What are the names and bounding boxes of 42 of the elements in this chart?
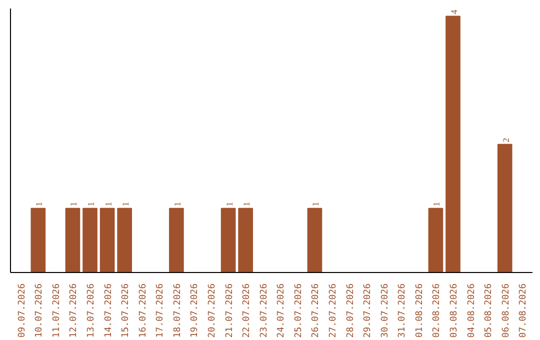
- x-tick-label: 20.07.2026: [208, 283, 218, 338]
- x-tick-label: 15.07.2026: [121, 283, 132, 338]
- x-tick-label: 11.07.2026: [52, 283, 62, 338]
- data-label: 1: [242, 202, 252, 206]
- x-tick-label: 18.07.2026: [172, 283, 183, 338]
- data-label: 2: [500, 138, 511, 142]
- x-tick-label: 14.07.2026: [104, 283, 114, 338]
- x-tick-label: 13.07.2026: [86, 283, 97, 338]
- data-label: 1: [120, 202, 131, 206]
- data-label: 1: [103, 202, 114, 206]
- data-label: 1: [86, 202, 96, 206]
- x-tick-label: 27.07.2026: [328, 283, 338, 338]
- x-tick-label: 17.07.2026: [156, 283, 166, 338]
- x-tick-label: 04.08.2026: [466, 283, 477, 338]
- x-tick-label: 28.07.2026: [346, 283, 356, 338]
- x-tick-label: 02.08.2026: [432, 283, 442, 338]
- x-tick-label: 24.07.2026: [276, 283, 287, 338]
- data-label: 1: [34, 202, 44, 206]
- x-tick-label: 01.08.2026: [414, 283, 425, 338]
- x-tick-label: 19.07.2026: [190, 283, 200, 338]
- data-label: 1: [224, 202, 234, 206]
- x-tick-label: 22.07.2026: [242, 283, 252, 338]
- x-tick-label: 10.07.2026: [34, 283, 45, 338]
- x-tick-label: 03.08.2026: [449, 283, 460, 338]
- data-label: 1: [432, 202, 442, 206]
- x-tick-label: 12.07.2026: [69, 283, 80, 338]
- x-tick-label: 05.08.2026: [484, 283, 494, 338]
- x-tick-label: 06.08.2026: [501, 283, 512, 338]
- x-tick-label: 30.07.2026: [380, 283, 390, 338]
- x-tick-label: 29.07.2026: [363, 283, 374, 338]
- x-tick-label: 23.07.2026: [259, 283, 270, 338]
- x-tick-label: 09.07.2026: [17, 283, 28, 338]
- x-tick-label: 26.07.2026: [311, 283, 322, 338]
- x-tick-label: 31.07.2026: [398, 283, 408, 338]
- x-tick-label: 07.08.2026: [518, 283, 529, 338]
- x-tick-label: 21.07.2026: [224, 283, 235, 338]
- x-tick-label: 16.07.2026: [138, 283, 148, 338]
- data-label: 4: [448, 9, 459, 14]
- data-label: 1: [172, 202, 182, 206]
- data-label: 1: [68, 202, 79, 206]
- x-tick-label: 25.07.2026: [294, 283, 304, 338]
- data-label: 1: [310, 202, 321, 206]
